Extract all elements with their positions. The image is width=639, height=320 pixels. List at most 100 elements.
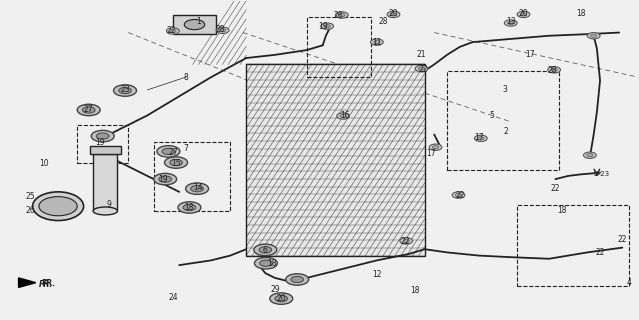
Bar <box>93 154 118 211</box>
Circle shape <box>159 176 171 182</box>
Text: FR.: FR. <box>39 280 53 289</box>
Circle shape <box>178 202 201 213</box>
Circle shape <box>114 85 137 96</box>
Bar <box>77 125 128 163</box>
Text: 18: 18 <box>267 259 277 268</box>
Circle shape <box>456 194 462 197</box>
Text: 11: 11 <box>372 38 381 47</box>
Text: 22: 22 <box>418 65 427 74</box>
Text: 28: 28 <box>334 11 343 20</box>
Text: B-23: B-23 <box>593 171 610 177</box>
Circle shape <box>154 173 176 185</box>
Text: 13: 13 <box>506 17 516 26</box>
Ellipse shape <box>33 192 84 220</box>
Text: 21: 21 <box>417 50 426 59</box>
Text: 16: 16 <box>340 111 350 120</box>
Circle shape <box>587 154 593 157</box>
Text: 20: 20 <box>388 9 397 18</box>
Circle shape <box>157 146 180 157</box>
Circle shape <box>324 25 330 28</box>
Circle shape <box>504 20 517 26</box>
Text: 22: 22 <box>596 248 604 257</box>
Text: 25: 25 <box>25 192 35 201</box>
Circle shape <box>219 29 226 32</box>
Circle shape <box>374 41 380 44</box>
Circle shape <box>39 197 77 216</box>
Circle shape <box>91 130 114 142</box>
Text: 9: 9 <box>107 200 112 209</box>
Circle shape <box>184 20 204 30</box>
Text: 18: 18 <box>557 206 567 215</box>
Text: 19: 19 <box>158 175 168 184</box>
Circle shape <box>477 137 484 140</box>
Circle shape <box>551 68 557 71</box>
Text: 26: 26 <box>25 206 35 215</box>
Circle shape <box>96 133 109 139</box>
Text: 27: 27 <box>84 105 93 114</box>
Circle shape <box>82 107 95 113</box>
Circle shape <box>403 239 410 243</box>
Circle shape <box>387 11 400 18</box>
Circle shape <box>254 244 277 256</box>
Text: 28: 28 <box>216 25 226 34</box>
Text: 15: 15 <box>171 159 181 168</box>
Text: 22: 22 <box>455 190 465 200</box>
Circle shape <box>335 12 348 18</box>
Text: 8: 8 <box>183 73 188 82</box>
Text: 10: 10 <box>39 159 49 168</box>
Circle shape <box>165 157 187 168</box>
Text: 19: 19 <box>318 22 328 31</box>
Text: 29: 29 <box>270 284 280 293</box>
Text: 14: 14 <box>194 183 203 192</box>
Text: 17: 17 <box>525 50 535 59</box>
Circle shape <box>433 146 439 149</box>
Bar <box>517 204 629 286</box>
Circle shape <box>275 295 288 302</box>
Text: 22: 22 <box>618 235 627 244</box>
Circle shape <box>254 258 277 269</box>
Circle shape <box>390 13 397 16</box>
Circle shape <box>270 293 293 304</box>
Circle shape <box>170 29 176 33</box>
Circle shape <box>587 33 600 39</box>
Text: 2: 2 <box>504 127 509 136</box>
Ellipse shape <box>93 207 118 215</box>
Circle shape <box>520 13 527 16</box>
Text: 6: 6 <box>263 246 268 255</box>
Circle shape <box>517 11 530 18</box>
Text: FR.: FR. <box>42 279 56 288</box>
Text: 20: 20 <box>277 294 286 303</box>
Circle shape <box>191 186 203 192</box>
Text: 4: 4 <box>626 278 631 287</box>
Circle shape <box>452 192 465 198</box>
Bar <box>154 142 230 211</box>
Circle shape <box>286 274 309 285</box>
Bar <box>90 146 121 154</box>
Text: 18: 18 <box>184 203 194 212</box>
Text: 19: 19 <box>95 138 104 147</box>
Text: 28: 28 <box>378 17 388 26</box>
Text: 7: 7 <box>183 144 188 153</box>
Circle shape <box>259 260 272 266</box>
Text: 28: 28 <box>548 66 557 75</box>
Circle shape <box>291 276 304 283</box>
Circle shape <box>507 21 514 25</box>
Text: 22: 22 <box>551 184 560 193</box>
Bar <box>307 17 371 77</box>
Circle shape <box>590 34 597 37</box>
Text: 12: 12 <box>372 270 381 279</box>
Circle shape <box>340 115 346 118</box>
Circle shape <box>216 27 229 34</box>
Text: 17: 17 <box>426 149 436 158</box>
Circle shape <box>339 13 345 17</box>
Text: 5: 5 <box>489 111 494 120</box>
Text: 27: 27 <box>168 148 178 156</box>
Circle shape <box>429 144 442 150</box>
Circle shape <box>474 135 487 141</box>
Circle shape <box>371 39 383 45</box>
Text: 22: 22 <box>401 237 410 246</box>
Text: 20: 20 <box>519 9 528 18</box>
Text: 22: 22 <box>167 27 176 36</box>
Circle shape <box>321 23 334 29</box>
Circle shape <box>337 113 350 119</box>
